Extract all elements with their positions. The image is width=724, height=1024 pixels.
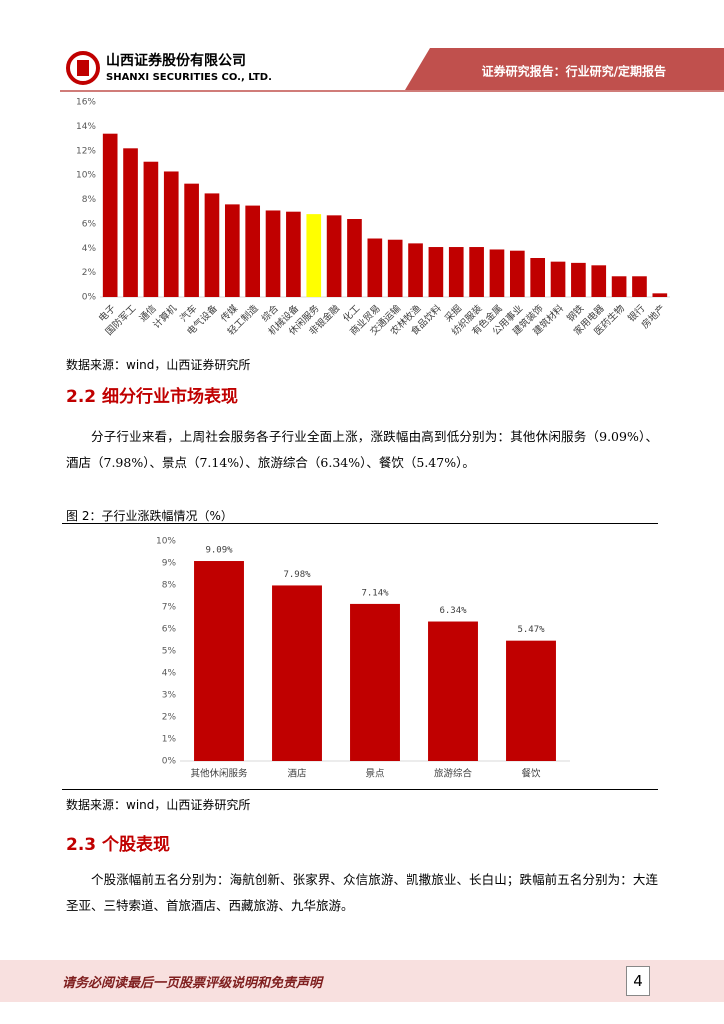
y-tick-label: 9% — [162, 559, 177, 569]
y-tick-label: 2% — [162, 713, 177, 723]
paragraph: 分子行业来看，上周社会服务各子行业全面上涨，涨跌幅由高到低分别为：其他休闲服务（… — [66, 429, 658, 470]
y-tick-label: 3% — [162, 691, 177, 701]
bar — [306, 214, 322, 297]
x-tick-label: 景点 — [365, 769, 385, 780]
y-tick-label: 10% — [156, 537, 176, 547]
y-tick-label: 12% — [76, 146, 96, 156]
bar — [506, 640, 556, 761]
y-tick-label: 6% — [162, 625, 177, 635]
bar — [347, 219, 362, 297]
section-heading: 2.2 细分行业市场表现 — [66, 387, 239, 407]
bar — [194, 561, 244, 761]
y-tick-label: 8% — [162, 581, 177, 591]
bar — [143, 161, 159, 297]
logo — [66, 51, 100, 85]
y-tick-label: 14% — [76, 122, 96, 132]
bar — [245, 205, 261, 297]
source: 数据来源：wind，山西证券研究所 — [66, 798, 251, 812]
bar — [204, 193, 220, 297]
company-name: 山西证券股份有限公司 — [106, 52, 246, 69]
bar — [428, 247, 444, 297]
header: 山西证券股份有限公司 SHANXI SECURITIES CO., LTD. 证… — [60, 48, 724, 92]
bar — [123, 148, 138, 297]
y-tick-label: 2% — [82, 268, 97, 278]
bar — [184, 183, 199, 297]
figure-title: 图 2：子行业涨跌幅情况（%） — [66, 509, 233, 523]
x-tick-label: 餐饮 — [521, 768, 541, 780]
bar — [509, 250, 525, 297]
bar — [428, 621, 478, 761]
bar — [286, 211, 301, 297]
bar — [632, 276, 647, 297]
y-tick-label: 7% — [162, 603, 177, 613]
y-tick-label: 0% — [162, 757, 177, 767]
data-label: 9.09% — [205, 546, 233, 556]
x-tick-label: 旅游综合 — [434, 768, 473, 780]
report-type: 证券研究报告：行业研究/定期报告 — [482, 64, 666, 79]
y-tick-label: 10% — [76, 171, 96, 181]
y-tick-label: 16% — [76, 98, 96, 108]
disclaimer: 请务必阅读最后一页股票评级说明和免责声明 — [62, 976, 323, 991]
bar — [272, 585, 322, 761]
bar — [350, 603, 400, 761]
section-heading: 2.3 个股表现 — [66, 835, 171, 855]
bar — [550, 261, 566, 297]
y-tick-label: 5% — [162, 647, 177, 657]
bar — [530, 258, 546, 297]
bar — [448, 247, 464, 297]
bar — [469, 247, 484, 297]
x-tick-label: 酒店 — [287, 768, 306, 780]
data-label: 7.98% — [283, 570, 311, 580]
x-tick-label: 房地产 — [639, 302, 668, 331]
x-tick-label: 其他休闲服务 — [190, 768, 248, 780]
chart: 0%2%4%6%8%10%12%14%16%电子国防军工 通信计算机 汽车电气设备传… — [76, 98, 670, 338]
bar — [387, 239, 403, 297]
bar — [163, 171, 179, 297]
rule — [62, 523, 658, 524]
bar — [326, 215, 342, 297]
bar — [571, 262, 586, 297]
data-label: 7.14% — [361, 588, 389, 598]
paragraph: 个股涨幅前五名分别为：海航创新、张家界、众信旅游、凯撒旅业、长白山；跌幅前五名分… — [66, 872, 658, 913]
rule — [62, 789, 658, 790]
source: 数据来源：wind，山西证券研究所 — [66, 358, 251, 372]
data-label: 6.34% — [439, 606, 467, 616]
y-tick-label: 4% — [82, 244, 97, 254]
bar — [652, 293, 668, 297]
bar — [591, 265, 607, 297]
data-label: 5.47% — [517, 625, 545, 635]
bar — [102, 133, 118, 297]
bar — [489, 249, 505, 297]
header-banner — [405, 48, 724, 90]
y-tick-label: 4% — [162, 669, 177, 679]
company-en: SHANXI SECURITIES CO., LTD. — [106, 72, 272, 83]
footer-band — [0, 960, 724, 1002]
page-number: 4 — [626, 966, 650, 996]
bar — [611, 276, 627, 297]
chart: 0% 1% 2% 3% 4% 5% 6% 7% 8% 9% 10% 9.09% 其他休闲服务 7.98% 酒… — [156, 537, 570, 780]
y-tick-label: 0% — [82, 293, 97, 303]
bar — [224, 204, 240, 297]
y-tick-label: 8% — [82, 195, 97, 205]
bar — [408, 243, 423, 297]
bar — [265, 210, 281, 297]
logo-mark — [77, 60, 89, 76]
y-tick-label: 6% — [82, 219, 97, 229]
bar — [367, 238, 383, 297]
y-tick-label: 1% — [162, 735, 177, 745]
x-tick-label: 计算机 — [150, 302, 179, 331]
